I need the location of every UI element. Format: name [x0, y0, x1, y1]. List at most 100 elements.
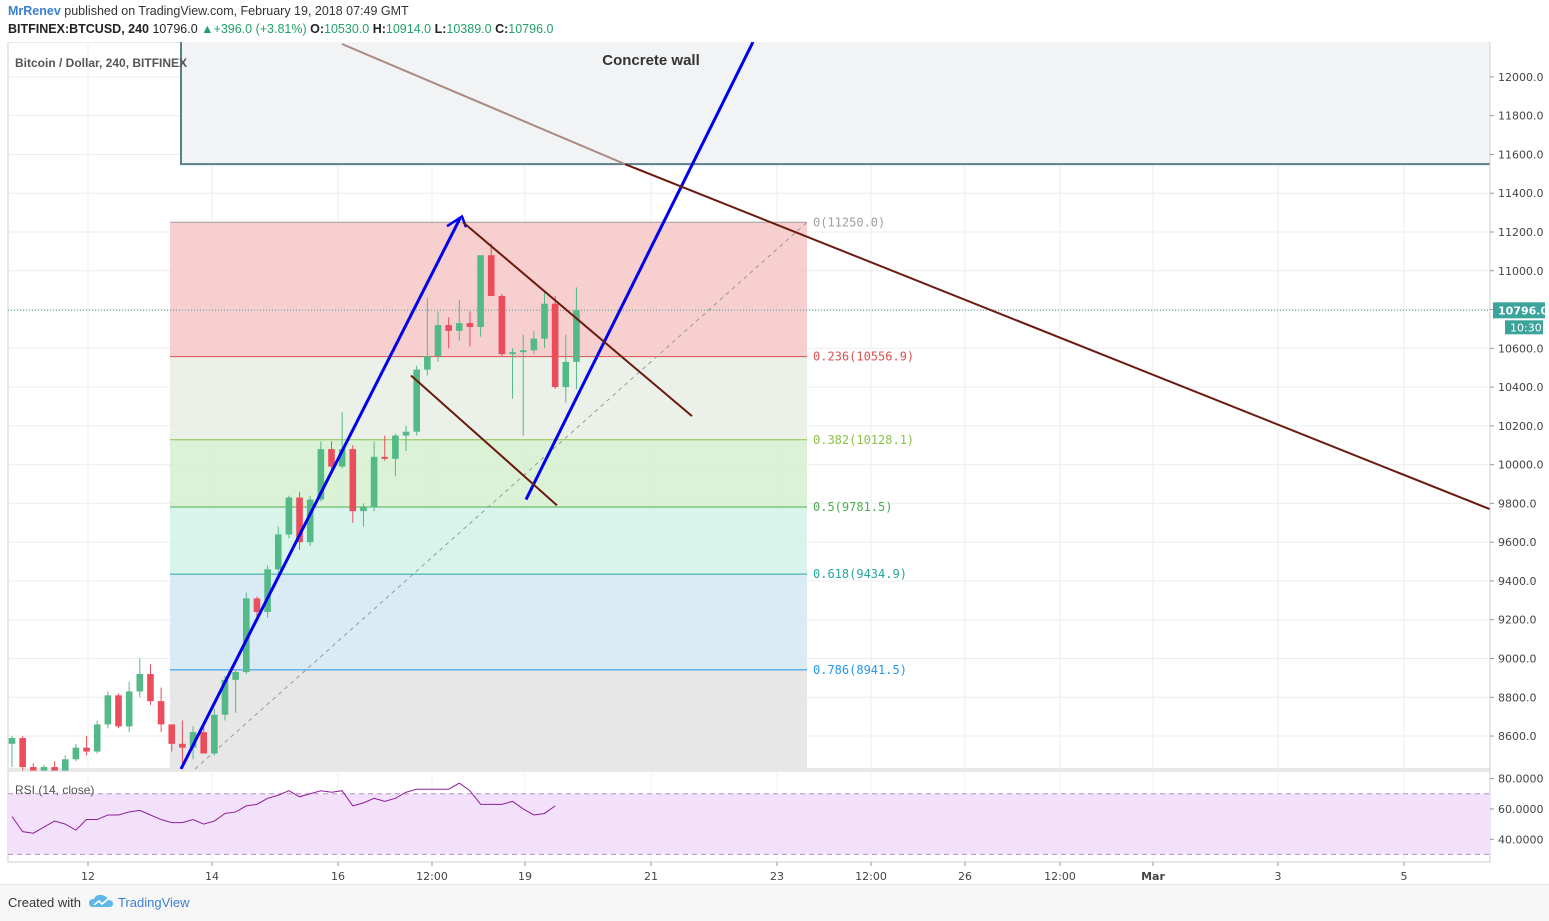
close-value: 10796.0 — [508, 22, 554, 36]
candle-body — [328, 449, 335, 467]
channel-upper-line — [462, 221, 693, 417]
fib-level-label: 0.5(9781.5) — [813, 500, 892, 514]
chart-canvas[interactable]: Concrete wall 0(11250.0) 0.236(10556.9) 0.3… — [0, 42, 1549, 884]
price-axis-label: 10400.0 — [1498, 381, 1544, 394]
candle-body — [51, 767, 58, 771]
price-axis-label: 11000.0 — [1498, 265, 1544, 278]
time-axis-label: 3 — [1275, 870, 1282, 883]
candle-body — [456, 323, 463, 331]
candle-body — [477, 255, 484, 327]
candle-body — [83, 747, 90, 752]
rsi-axis-label: 60.0000 — [1498, 803, 1544, 816]
last-price-badge — [1493, 302, 1545, 319]
candle-body — [498, 295, 506, 355]
candle-body — [445, 325, 452, 331]
fib-level-label: 0.786(8941.5) — [813, 663, 907, 677]
publish-line: MrRenev published on TradingView.com, Fe… — [8, 4, 409, 18]
fib-zone — [170, 506, 807, 575]
candle-body — [157, 701, 165, 725]
time-axis-label: 12:00 — [855, 870, 887, 883]
fib-level-label: 0.618(9434.9) — [813, 567, 907, 581]
price-axis-label: 11800.0 — [1498, 110, 1544, 123]
candle-body — [541, 303, 548, 339]
rsi-axis-label: 40.0000 — [1498, 833, 1544, 846]
price-axis-label: 9400.0 — [1498, 575, 1537, 588]
price-axis-label: 11600.0 — [1498, 148, 1544, 161]
fib-level-label: 0.236(10556.9) — [813, 350, 914, 364]
candle-body — [8, 737, 16, 744]
price-axis-label: 9600.0 — [1498, 536, 1537, 549]
candle-body — [104, 695, 112, 725]
candle-body — [509, 352, 516, 355]
concrete-wall-border — [180, 42, 1490, 166]
rsi-title: RSI (14, close) — [15, 783, 94, 797]
price-axis-label: 10200.0 — [1498, 420, 1544, 433]
breakout-trend-line — [524, 42, 755, 501]
candle-body — [232, 672, 239, 680]
candle-body — [125, 691, 133, 727]
published-text: published on TradingView.com, February 1… — [64, 4, 409, 18]
candle-body — [40, 767, 48, 773]
candle-body — [551, 303, 559, 388]
price-axis-label: 11200.0 — [1498, 226, 1544, 239]
price-axis-label: 10600.0 — [1498, 342, 1544, 355]
candle-body — [200, 732, 207, 754]
time-axis-label: 12:00 — [1044, 870, 1076, 883]
candle-body — [253, 598, 261, 612]
header-bar: MrRenev published on TradingView.com, Fe… — [0, 0, 1549, 42]
candle-body — [530, 338, 538, 351]
candle-body — [93, 724, 101, 752]
last-price-label: 10796.0 — [1498, 304, 1548, 317]
low-label: L: — [434, 22, 447, 36]
time-axis-label: 12:00 — [416, 870, 448, 883]
candle-body — [274, 534, 282, 570]
long-trend-line-faded — [341, 43, 626, 166]
price-axis-label: 9200.0 — [1498, 614, 1537, 627]
candle-body — [296, 497, 303, 543]
candle-body — [402, 431, 410, 436]
candle-body — [562, 361, 570, 388]
candle-body — [243, 598, 250, 673]
long-downtrend-line — [624, 163, 1491, 511]
time-axis-label: Mar — [1141, 870, 1165, 883]
candle-body — [136, 674, 144, 692]
candle-body — [61, 759, 69, 771]
fib-zone — [170, 574, 807, 670]
candle-body — [381, 456, 389, 459]
candle-body — [487, 255, 495, 296]
time-axis-label: 12 — [81, 870, 95, 883]
candle-body — [370, 456, 378, 508]
rsi-line — [11, 782, 556, 834]
countdown-badge — [1505, 320, 1543, 335]
candles-group — [8, 243, 580, 779]
concrete-wall-label: Concrete wall — [602, 52, 700, 69]
high-label: H: — [372, 22, 386, 36]
fib-trend-line — [194, 221, 808, 770]
change-value: +396.0 (+3.81%) — [213, 22, 307, 36]
low-value: 10389.0 — [446, 22, 492, 36]
candle-body — [211, 714, 218, 754]
fib-zone — [170, 669, 807, 769]
fib-level-label: 0.382(10128.1) — [813, 433, 914, 447]
candle-body — [413, 369, 420, 432]
time-axis-label: 19 — [518, 870, 532, 883]
rsi-band-fill — [8, 793, 1490, 855]
candle-body — [189, 732, 197, 748]
candle-body — [434, 325, 442, 357]
price-value: 10796.0 — [152, 22, 198, 36]
tradingview-brand-link[interactable]: TradingView — [118, 895, 190, 910]
candle-body — [519, 350, 527, 353]
ohlc-line: BITFINEX:BTCUSD, 240 10796.0 ▲+396.0 (+3… — [8, 22, 553, 36]
candle-body — [317, 449, 325, 500]
time-axis-label: 23 — [770, 870, 784, 883]
candle-body — [264, 569, 271, 612]
author-link[interactable]: MrRenev — [8, 4, 61, 18]
candle-body — [30, 767, 37, 773]
candle-body — [349, 449, 357, 512]
time-axis-label: 21 — [644, 870, 658, 883]
chart-title: Bitcoin / Dollar, 240, BITFINEX — [15, 56, 187, 70]
candle-body — [115, 695, 122, 727]
close-label: C: — [495, 22, 509, 36]
price-axis-label: 9800.0 — [1498, 497, 1537, 510]
candle-body — [338, 449, 346, 467]
